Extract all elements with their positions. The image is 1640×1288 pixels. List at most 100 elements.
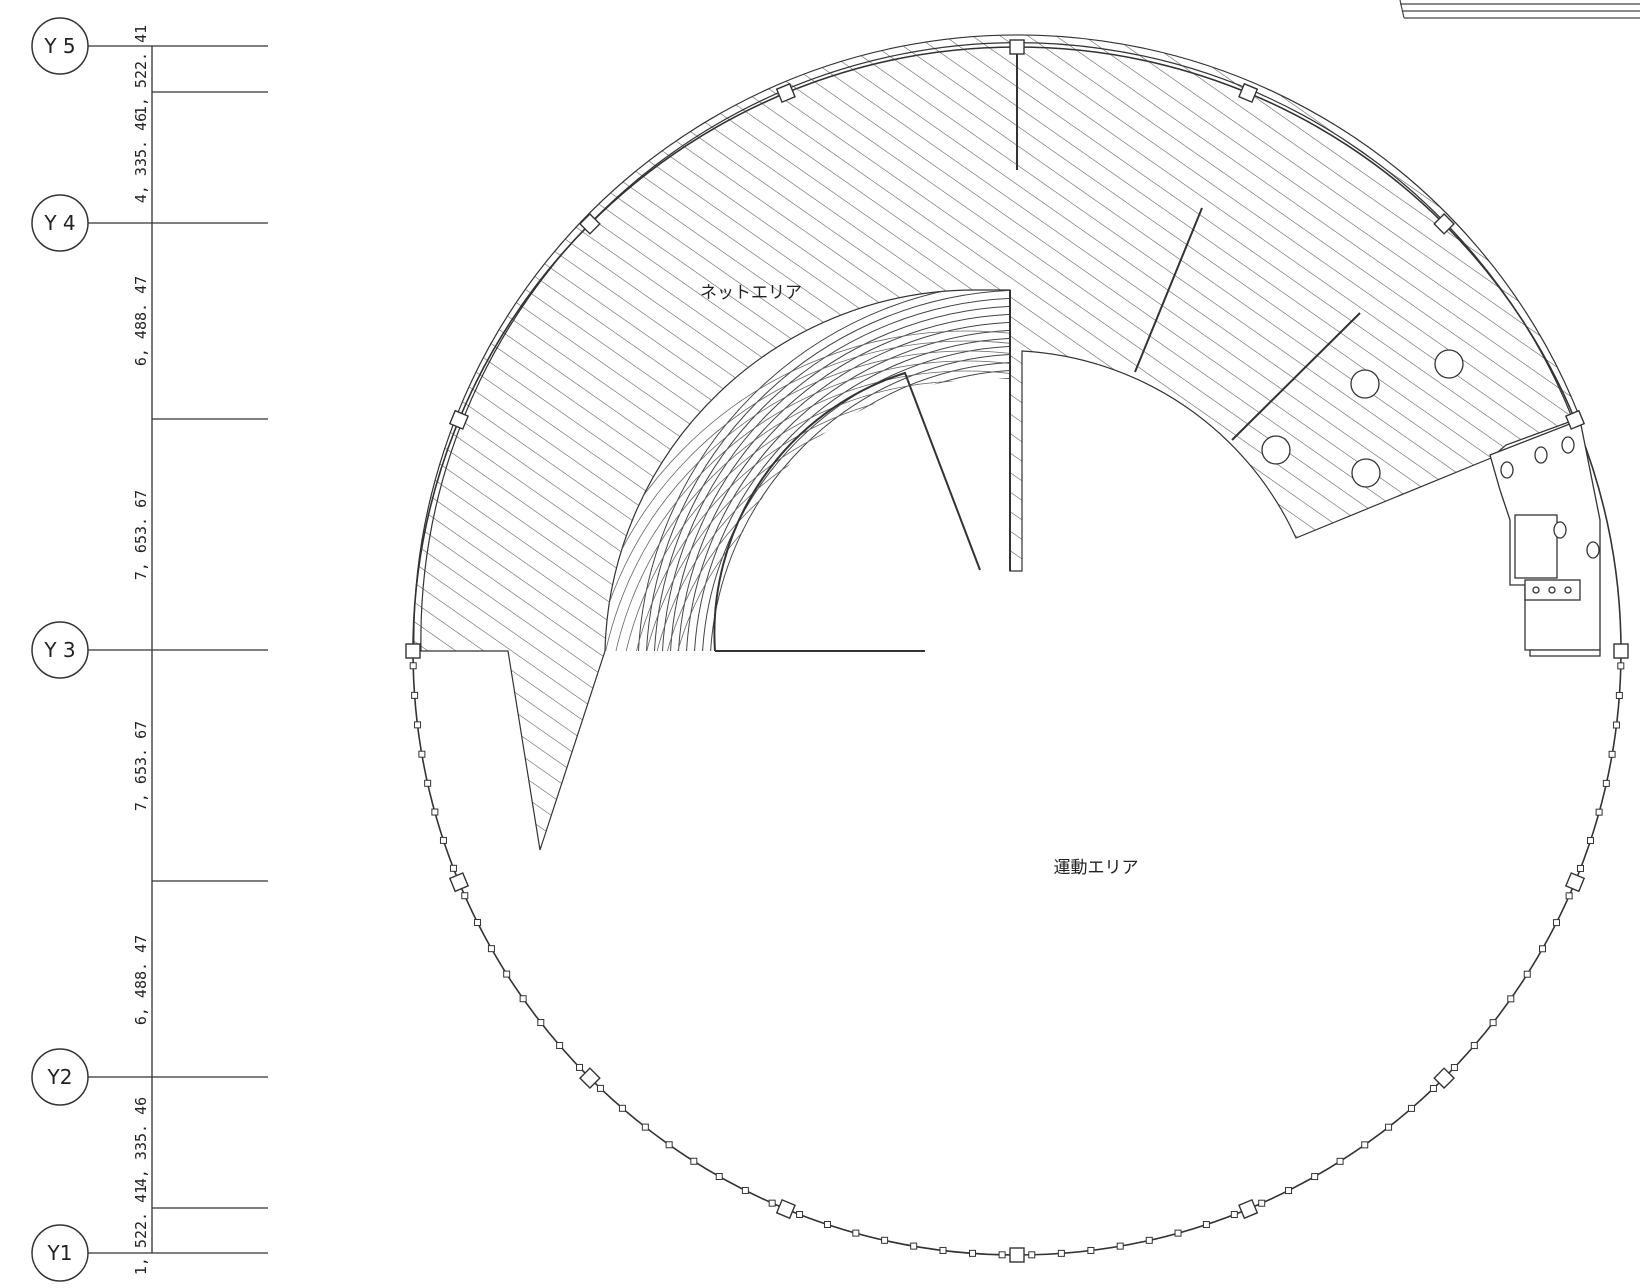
mullion-post bbox=[823, 1220, 831, 1228]
mullion-post bbox=[1489, 1019, 1497, 1027]
mullion-post bbox=[1470, 1042, 1478, 1050]
mullion-post bbox=[1539, 945, 1547, 953]
bleacher-outline bbox=[713, 290, 1011, 652]
grid-label-y1: Y1 bbox=[47, 1241, 73, 1265]
structural-column bbox=[775, 1198, 796, 1220]
bleacher-guide-arc bbox=[605, 360, 1010, 651]
mullion-post bbox=[910, 1242, 918, 1250]
structural-column bbox=[405, 643, 421, 659]
mullion-post bbox=[852, 1229, 860, 1237]
mullion-post bbox=[1087, 1246, 1095, 1254]
toilet-block bbox=[1489, 419, 1601, 657]
mullion-post bbox=[969, 1249, 977, 1257]
structural-column bbox=[1433, 1067, 1455, 1089]
net-area-zone bbox=[413, 34, 1581, 851]
grid-label-y4: Y 4 bbox=[43, 211, 75, 235]
grid-bubble-y2: Y2 bbox=[31, 1048, 89, 1106]
mullion-post bbox=[1577, 864, 1585, 872]
bleacher-guide-arc bbox=[605, 350, 1010, 651]
structural-column bbox=[1009, 39, 1025, 55]
mullion-post bbox=[414, 721, 422, 729]
mullion-post bbox=[1230, 1211, 1238, 1219]
mullion-post bbox=[1615, 691, 1623, 699]
structural-column bbox=[579, 1067, 601, 1089]
mullion-post bbox=[1612, 721, 1620, 729]
net-area-label: ネットエリア bbox=[700, 283, 802, 303]
mullion-post bbox=[487, 945, 495, 953]
mullion-post bbox=[1174, 1229, 1182, 1237]
mullion-post bbox=[1450, 1064, 1458, 1072]
mullion-post bbox=[768, 1199, 776, 1207]
mullion-post bbox=[411, 691, 419, 699]
mullion-post bbox=[1258, 1199, 1266, 1207]
structural-column bbox=[1238, 82, 1259, 104]
mullion-post bbox=[439, 836, 447, 844]
mullion-post bbox=[1617, 662, 1625, 670]
structural-column bbox=[448, 872, 470, 893]
exercise-area-label: 運動エリア bbox=[1054, 858, 1139, 878]
structural-column bbox=[579, 213, 601, 235]
grid-label-y3: Y 3 bbox=[43, 638, 75, 662]
column-round bbox=[1261, 435, 1291, 465]
bleacher-guide-arc bbox=[605, 340, 1010, 651]
mullion-post bbox=[519, 995, 527, 1003]
outer-wall-inner-line bbox=[420, 42, 1574, 652]
grid-label-y5: Y 5 bbox=[43, 34, 75, 58]
mullion-post bbox=[1407, 1104, 1415, 1112]
mullion-post bbox=[715, 1173, 723, 1181]
structural-column bbox=[1564, 409, 1586, 430]
mullion-post bbox=[1552, 919, 1560, 927]
dimension-label-2: 4, 335. 46 bbox=[132, 113, 150, 203]
grid-label-y2: Y2 bbox=[47, 1065, 73, 1089]
bleacher-row-arc bbox=[741, 385, 1010, 651]
mullion-post bbox=[473, 919, 481, 927]
mullion-post bbox=[1145, 1236, 1153, 1244]
mullion-post bbox=[596, 1084, 604, 1092]
mullion-post bbox=[1116, 1242, 1124, 1250]
mullion-post bbox=[449, 864, 457, 872]
mullion-post bbox=[503, 970, 511, 978]
mullion-post bbox=[665, 1141, 673, 1149]
mullion-post bbox=[1602, 779, 1610, 787]
mullion-post bbox=[461, 892, 469, 900]
mullion-post bbox=[1202, 1221, 1210, 1229]
mullion-post bbox=[641, 1123, 649, 1131]
mullion-post bbox=[556, 1041, 564, 1049]
mullion-post bbox=[1361, 1141, 1369, 1149]
mullion-post bbox=[1507, 995, 1515, 1003]
grid-bubble-y5: Y 5 bbox=[31, 17, 89, 75]
dimension-label-4: 7, 653. 67 bbox=[132, 490, 150, 580]
structural-column bbox=[1238, 1198, 1259, 1220]
mullion-post bbox=[1608, 750, 1616, 758]
mullion-post bbox=[881, 1236, 889, 1244]
mullion-post bbox=[409, 662, 417, 670]
bleacher-guide-arc bbox=[606, 370, 1010, 651]
bleacher-guide-arc bbox=[605, 330, 1010, 651]
mullion-post bbox=[1586, 837, 1594, 845]
mullion-post bbox=[1523, 970, 1531, 978]
mullion-post bbox=[431, 808, 439, 816]
ring-columns bbox=[405, 39, 1629, 1263]
bleacher-row-arc bbox=[725, 369, 1010, 651]
mullion-post bbox=[741, 1186, 749, 1194]
dimension-label-5: 7, 653. 67 bbox=[132, 721, 150, 811]
mullion-post bbox=[576, 1063, 584, 1071]
dimension-label-8: 1, 522. 41 bbox=[132, 1185, 150, 1275]
dimension-label-6: 6, 488. 47 bbox=[132, 935, 150, 1025]
mullion-post bbox=[939, 1246, 947, 1254]
partition-line-3 bbox=[1231, 312, 1361, 441]
column-round bbox=[1434, 349, 1464, 379]
grid-bubble-y3: Y 3 bbox=[31, 621, 89, 679]
structural-column bbox=[448, 409, 470, 430]
structural-column bbox=[1613, 643, 1629, 659]
mullion-post bbox=[424, 779, 432, 787]
mullion-post bbox=[618, 1104, 626, 1112]
mullion-post bbox=[1336, 1157, 1344, 1165]
grid-bubble-y1: Y1 bbox=[31, 1224, 89, 1282]
structural-column bbox=[775, 82, 796, 104]
mullion-post bbox=[537, 1019, 545, 1027]
partition-line-2 bbox=[1134, 207, 1203, 373]
mullion-post bbox=[690, 1157, 698, 1165]
column-round bbox=[1351, 458, 1381, 488]
